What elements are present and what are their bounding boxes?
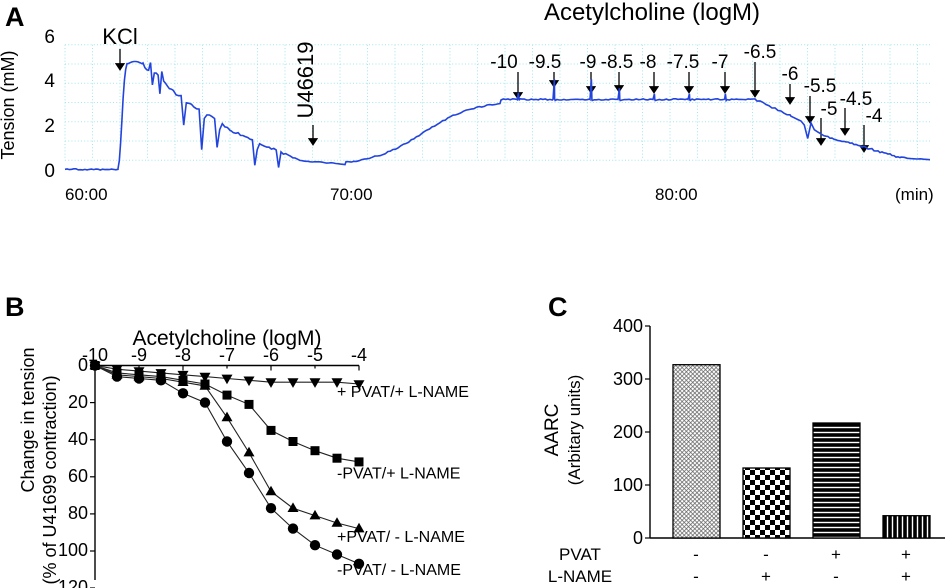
svg-text:+: +: [761, 567, 771, 586]
svg-text:Acetylcholine (logM): Acetylcholine (logM): [544, 0, 760, 26]
svg-text:-4: -4: [351, 345, 367, 365]
svg-text:U46619: U46619: [293, 41, 318, 118]
svg-text:PVAT: PVAT: [559, 545, 601, 564]
svg-text:2: 2: [44, 116, 55, 137]
svg-text:-: -: [693, 567, 699, 586]
svg-text:+: +: [901, 545, 911, 564]
svg-text:-7: -7: [712, 52, 729, 73]
svg-text:KCl: KCl: [102, 24, 137, 49]
svg-text:20: 20: [68, 392, 88, 412]
svg-text:-5: -5: [821, 99, 838, 120]
svg-text:0: 0: [78, 355, 88, 375]
svg-text:(Arbitary units): (Arbitary units): [565, 375, 584, 486]
svg-text:60:00: 60:00: [65, 185, 108, 204]
svg-text:Acetylcholine (logM): Acetylcholine (logM): [132, 327, 321, 350]
svg-text:L-NAME: L-NAME: [548, 567, 612, 586]
svg-text:40: 40: [68, 429, 88, 449]
svg-text:120: 120: [58, 577, 88, 588]
svg-text:0: 0: [44, 161, 55, 182]
svg-text:-10: -10: [490, 52, 517, 73]
svg-text:80: 80: [68, 503, 88, 523]
svg-text:-: -: [693, 545, 699, 564]
svg-text:+: +: [901, 567, 911, 586]
svg-text:-7.5: -7.5: [667, 52, 700, 73]
svg-text:0: 0: [633, 528, 643, 548]
svg-text:-PVAT/ - L-NAME: -PVAT/ - L-NAME: [337, 562, 461, 579]
svg-text:70:00: 70:00: [330, 185, 373, 204]
svg-text:-8.5: -8.5: [601, 52, 634, 73]
svg-text:AARC: AARC: [542, 404, 563, 457]
svg-text:400: 400: [613, 316, 643, 336]
svg-text:+PVAT/ - L-NAME: +PVAT/ - L-NAME: [337, 529, 465, 546]
svg-text:(min): (min): [895, 185, 934, 204]
svg-text:100: 100: [58, 540, 88, 560]
svg-text:200: 200: [613, 422, 643, 442]
svg-text:6: 6: [44, 27, 55, 48]
svg-text:60: 60: [68, 466, 88, 486]
svg-text:-9.5: -9.5: [529, 52, 562, 73]
svg-text:300: 300: [613, 369, 643, 389]
svg-text:-5.5: -5.5: [804, 76, 837, 97]
svg-text:+ PVAT/+ L-NAME: + PVAT/+ L-NAME: [337, 384, 469, 401]
svg-text:Tension (mM): Tension (mM): [0, 50, 18, 159]
svg-text:-: -: [763, 545, 769, 564]
svg-text:-6.5: -6.5: [744, 42, 777, 63]
svg-text:+: +: [831, 545, 841, 564]
svg-text:-: -: [833, 567, 839, 586]
svg-text:100: 100: [613, 475, 643, 495]
svg-text:-8: -8: [640, 52, 657, 73]
svg-text:-6: -6: [782, 64, 799, 85]
svg-text:-PVAT/+ L-NAME: -PVAT/+ L-NAME: [337, 466, 460, 483]
svg-text:Change in tension: Change in tension: [18, 347, 38, 492]
svg-text:(% of U41699 contraction): (% of U41699 contraction): [40, 375, 60, 584]
svg-text:80:00: 80:00: [655, 185, 698, 204]
svg-text:-4: -4: [866, 106, 883, 127]
svg-text:4: 4: [44, 71, 55, 92]
svg-text:-9: -9: [580, 52, 597, 73]
